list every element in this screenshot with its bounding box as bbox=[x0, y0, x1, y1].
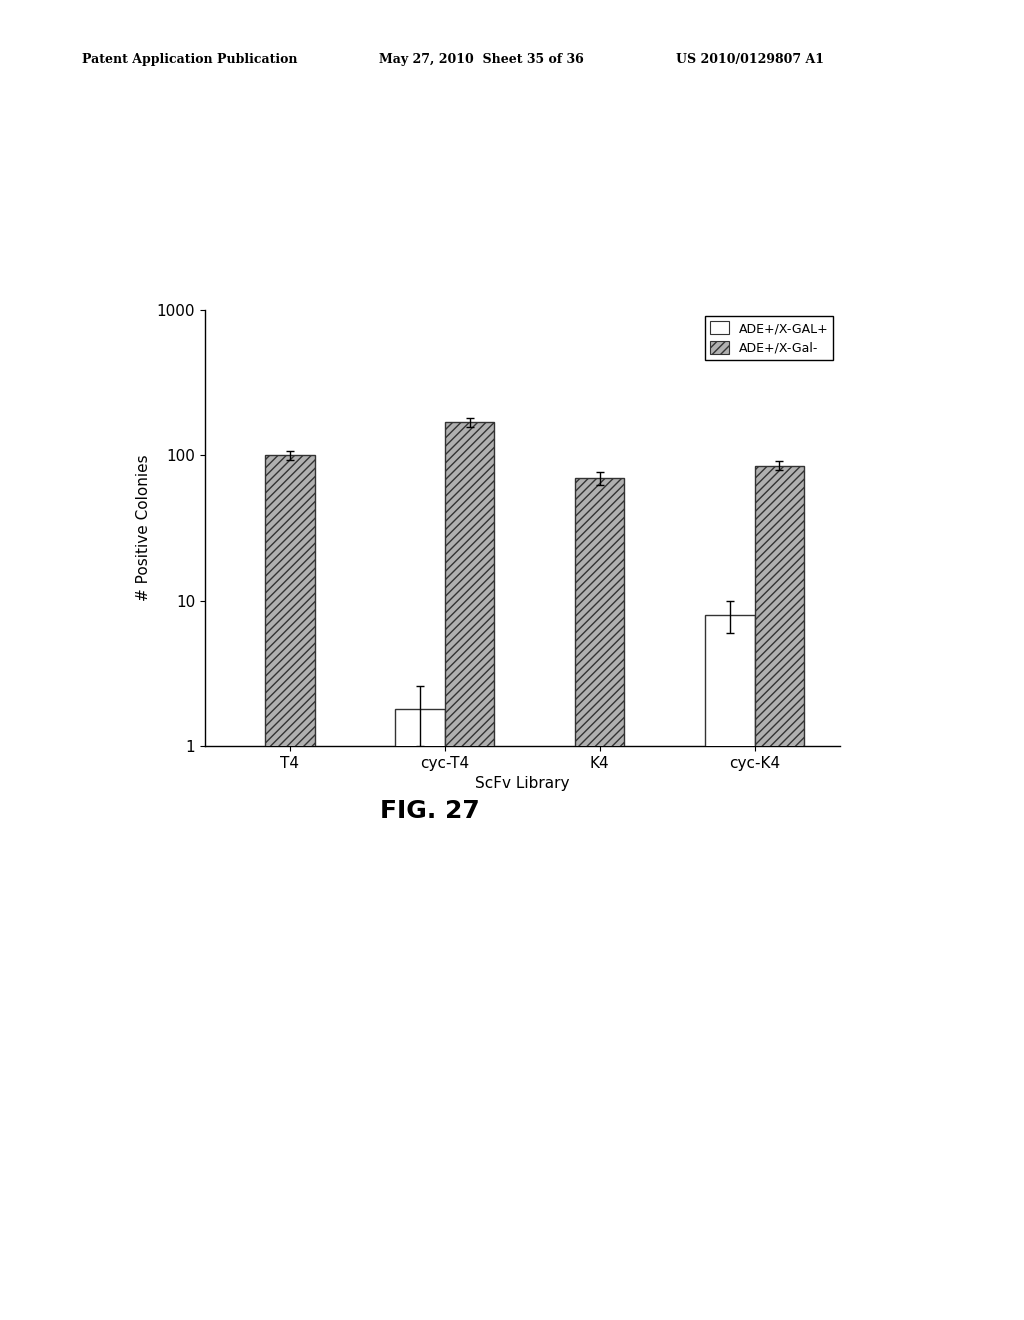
Y-axis label: # Positive Colonies: # Positive Colonies bbox=[136, 454, 151, 602]
Legend: ADE+/X-GAL+, ADE+/X-Gal-: ADE+/X-GAL+, ADE+/X-Gal- bbox=[705, 317, 834, 360]
Bar bbox=[755, 466, 804, 1320]
Text: May 27, 2010  Sheet 35 of 36: May 27, 2010 Sheet 35 of 36 bbox=[379, 53, 584, 66]
Bar bbox=[705, 615, 755, 1320]
Bar bbox=[574, 478, 625, 1320]
Bar bbox=[395, 709, 444, 1320]
Bar bbox=[265, 455, 314, 1320]
X-axis label: ScFv Library: ScFv Library bbox=[475, 776, 569, 791]
Text: US 2010/0129807 A1: US 2010/0129807 A1 bbox=[676, 53, 824, 66]
Bar bbox=[444, 422, 495, 1320]
Text: FIG. 27: FIG. 27 bbox=[380, 799, 480, 822]
Text: Patent Application Publication: Patent Application Publication bbox=[82, 53, 297, 66]
